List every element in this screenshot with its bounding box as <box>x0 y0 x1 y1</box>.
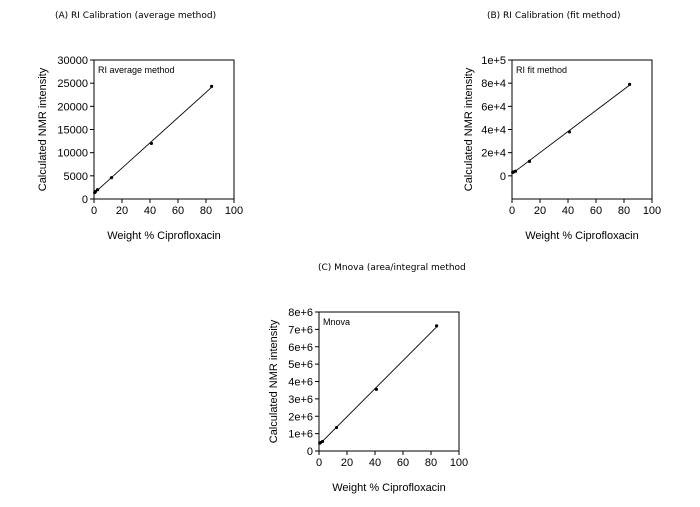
chart-a-y-tick-label: 15000 <box>57 125 88 137</box>
chart-c-data-point <box>374 387 378 391</box>
chart-b-y-tick-label: 4e+4 <box>481 125 506 137</box>
chart-c-y-tick-label: 5e+6 <box>288 359 313 371</box>
chart-c-x-tick-label: 60 <box>397 457 409 469</box>
chart-c-y-tick-label: 2e+6 <box>288 411 313 423</box>
chart-a-plot-frame <box>93 59 235 200</box>
chart-c-y-tick-label: 0 <box>307 446 313 458</box>
chart-c-x-tick-label: 20 <box>341 457 353 469</box>
chart-c-y-tick-label: 8e+6 <box>288 307 313 319</box>
chart-a-y-tick-label: 5000 <box>64 171 88 183</box>
chart-a-x-tick-label: 60 <box>172 205 184 217</box>
chart-b-y-tick-label: 0 <box>500 171 506 183</box>
chart-c-y-tick-label: 4e+6 <box>288 377 313 389</box>
chart-c-plot-frame <box>318 311 460 452</box>
chart-c-title: (C) Mnova (area/integral method <box>318 263 466 273</box>
chart-a-inset-label: RI average method <box>98 65 175 75</box>
chart-a-data-point <box>109 176 114 180</box>
chart-a-data-point <box>210 84 214 89</box>
chart-a-x-tick-label: 80 <box>200 205 212 217</box>
chart-b-title: (B) RI Calibration (fit method) <box>487 11 621 21</box>
chart-b-y-tick-label: 2e+4 <box>481 148 506 160</box>
chart-b-y-tick-label: 8e+4 <box>481 78 506 90</box>
chart-c-data-point <box>435 324 439 328</box>
chart-c-y-tick-label: 7e+6 <box>288 324 313 336</box>
chart-a-data-point <box>149 141 153 145</box>
chart-a-y-tick-label: 30000 <box>57 55 88 67</box>
chart-c-x-axis-label: Weight % Ciprofloxacin <box>332 482 446 494</box>
chart-a-x-tick-label: 20 <box>116 205 128 217</box>
chart-c-data-point <box>320 439 325 444</box>
chart-c-x-tick-label: 0 <box>316 457 322 469</box>
chart-b-trend-line <box>512 84 630 174</box>
chart-c-inset-label: Mnova <box>323 317 350 327</box>
chart-a-x-axis-label: Weight % Ciprofloxacin <box>107 230 221 242</box>
chart-c-x-tick-label: 100 <box>450 457 468 469</box>
chart-a-data-point <box>95 188 100 192</box>
chart-b-x-tick-label: 20 <box>534 205 546 217</box>
chart-b-x-tick-label: 0 <box>509 205 515 217</box>
chart-a-title: (A) RI Calibration (average method) <box>55 11 217 21</box>
chart-b-x-axis-label: Weight % Ciprofloxacin <box>525 230 639 242</box>
chart-a-y-tick-label: 20000 <box>57 101 88 113</box>
chart-c-y-tick-label: 1e+6 <box>288 429 313 441</box>
chart-a-x-tick-label: 40 <box>144 205 156 217</box>
chart-b-y-axis-label: Calculated NMR intensity <box>463 67 475 191</box>
chart-a-y-tick-label: 25000 <box>57 78 88 90</box>
chart-b-data-point <box>527 159 532 163</box>
chart-a-y-tick-label: 10000 <box>57 148 88 160</box>
chart-b-x-tick-label: 60 <box>590 205 602 217</box>
chart-c-y-tick-label: 6e+6 <box>288 342 313 354</box>
chart-b-x-tick-label: 40 <box>562 205 574 217</box>
chart-c-data-point <box>334 425 339 430</box>
chart-b-y-tick-label: 1e+5 <box>481 55 506 67</box>
chart-a-data-point <box>93 189 97 194</box>
chart-a-y-tick-label: 0 <box>82 194 88 206</box>
chart-c-y-tick-label: 3e+6 <box>288 394 313 406</box>
chart-c-y-axis-label: Calculated NMR intensity <box>268 319 280 443</box>
chart-b-y-tick-label: 6e+4 <box>481 101 506 113</box>
chart-b-data-point <box>628 82 632 86</box>
chart-b-x-tick-label: 80 <box>618 205 630 217</box>
chart-c-x-tick-label: 80 <box>425 457 437 469</box>
chart-b-x-tick-label: 100 <box>643 205 661 217</box>
chart-a-x-tick-label: 100 <box>225 205 243 217</box>
chart-a-x-tick-label: 0 <box>91 205 97 217</box>
chart-c-x-tick-label: 40 <box>369 457 381 469</box>
chart-c-trend-line <box>319 326 437 445</box>
chart-b-data-point <box>513 169 518 173</box>
chart-a-y-axis-label: Calculated NMR intensity <box>37 67 49 191</box>
chart-b-plot-frame <box>511 59 653 200</box>
chart-b-data-point <box>567 130 572 134</box>
chart-a-trend-line <box>94 86 212 194</box>
chart-b-inset-label: RI fit method <box>516 65 567 75</box>
